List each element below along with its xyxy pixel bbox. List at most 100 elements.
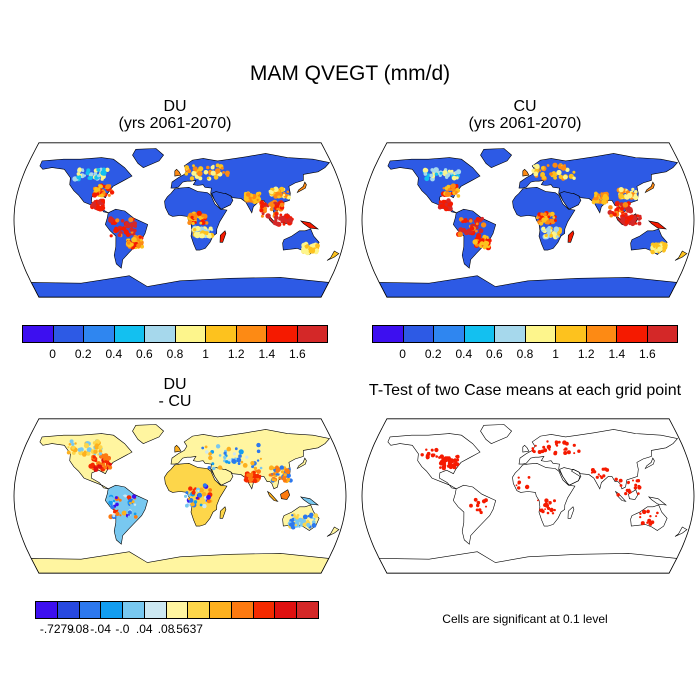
grid-cell — [107, 193, 111, 197]
map-frame — [361, 142, 695, 298]
grid-cell — [206, 494, 211, 500]
grid-cell — [650, 250, 655, 255]
grid-cell — [77, 167, 82, 172]
grid-cell — [113, 228, 119, 234]
grid-cell — [469, 219, 473, 223]
grid-cell — [113, 510, 116, 514]
grid-cell — [475, 237, 478, 240]
map-frame — [13, 142, 347, 298]
grid-cell — [83, 443, 90, 449]
grid-cell — [205, 450, 209, 454]
grid-cell — [67, 446, 70, 449]
grid-cell — [442, 187, 445, 190]
diff-colorbar-box — [144, 602, 167, 618]
grid-cell — [429, 173, 434, 178]
grid-cell — [548, 448, 551, 451]
grid-cell — [454, 191, 458, 195]
grid-cell — [278, 217, 281, 221]
grid-cell — [268, 202, 272, 207]
grid-cell — [424, 176, 430, 182]
grid-cell — [197, 493, 201, 497]
grid-cell — [538, 169, 542, 172]
grid-cell — [420, 453, 424, 457]
grid-cell — [108, 500, 113, 505]
du-colorbar-box — [236, 326, 267, 342]
grid-cell — [306, 519, 310, 523]
cu-colorbar-label: 0 — [399, 347, 406, 361]
grid-cell — [618, 187, 624, 193]
grid-cell — [524, 484, 530, 490]
grid-cell — [463, 218, 468, 223]
grid-cell — [114, 496, 118, 500]
grid-cell — [602, 193, 608, 199]
grid-cell — [208, 452, 212, 456]
cu-colorbar-labels: 0 0.2 0.4 0.6 0.8 1 1.2 1.4 1.6 — [372, 347, 678, 363]
diff-colorbar-labels: -.7279 -.08 -.04 -.0 .04 .08.5637 — [35, 622, 319, 638]
grid-cell — [93, 449, 98, 454]
diff-colorbar-box — [297, 602, 318, 618]
diff-map — [13, 418, 347, 574]
grid-cell — [577, 449, 581, 453]
grid-cell — [626, 192, 633, 199]
grid-cell — [452, 188, 456, 192]
grid-cell — [105, 167, 110, 172]
grid-cell — [215, 444, 221, 449]
grid-cell — [534, 163, 540, 169]
diff-panel-title: DU - CU — [0, 376, 350, 410]
grid-cell — [238, 454, 242, 458]
grid-cell — [193, 500, 198, 504]
grid-cell — [622, 214, 626, 218]
grid-cell — [274, 211, 279, 217]
grid-cell — [555, 443, 558, 446]
diff-title-line2: - CU — [158, 393, 192, 410]
grid-cell — [563, 448, 566, 451]
diff-colorbar-box — [231, 602, 254, 618]
grid-cell — [199, 233, 205, 239]
uk-landmass — [174, 444, 182, 453]
grid-cell — [121, 226, 127, 231]
grid-cell — [626, 215, 632, 222]
grid-cell — [476, 500, 481, 505]
grid-cell — [195, 496, 199, 500]
cu-colorbar-label: 0.2 — [424, 347, 442, 361]
grid-cell — [256, 449, 261, 454]
grid-cell — [192, 166, 198, 172]
grid-cell — [125, 232, 131, 237]
grid-cell — [109, 234, 113, 238]
grid-cell — [438, 456, 441, 459]
cu-colorbar-box — [525, 326, 556, 342]
grid-cell — [121, 510, 127, 516]
grid-cell — [541, 166, 545, 170]
cu-colorbar-box — [617, 326, 648, 342]
grid-cell — [72, 176, 78, 182]
grid-cell — [462, 228, 467, 233]
du-colorbar-box — [23, 326, 54, 342]
cu-map — [361, 142, 695, 298]
grid-cell — [294, 515, 297, 518]
grid-cell — [236, 457, 242, 463]
grid-cell — [136, 243, 141, 249]
grid-cell — [654, 249, 658, 253]
grid-cell — [201, 492, 207, 497]
grid-cell — [250, 461, 255, 466]
grid-cell — [541, 217, 547, 223]
greenland-landmass — [480, 424, 513, 444]
newguinea-landmass — [647, 220, 668, 230]
grid-cell — [452, 191, 456, 195]
grid-cell — [533, 171, 539, 177]
cu-colorbar-box — [556, 326, 587, 342]
cu-colorbar-box — [373, 326, 404, 342]
cu-colorbar-box — [495, 326, 526, 342]
cu-colorbar-label: 1.4 — [608, 347, 626, 361]
grid-cell — [109, 219, 114, 223]
grid-cell — [556, 169, 562, 176]
grid-cell — [118, 498, 122, 502]
grid-cell — [282, 222, 286, 226]
grid-cell — [101, 170, 107, 176]
grid-cell — [275, 191, 280, 196]
grid-cell — [544, 508, 546, 510]
grid-cell — [265, 213, 271, 219]
grid-cell — [557, 440, 561, 444]
grid-cell — [248, 196, 252, 200]
grid-cell — [563, 164, 566, 167]
